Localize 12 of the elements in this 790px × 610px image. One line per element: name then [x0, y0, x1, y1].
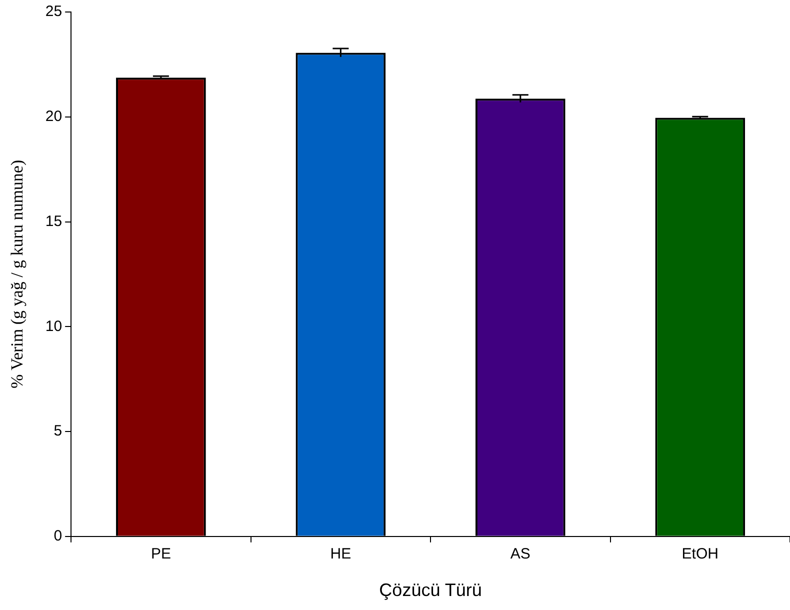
y-tick-label: 15 — [45, 212, 62, 230]
y-tick-label: 5 — [54, 422, 62, 440]
y-tick-label: 25 — [45, 3, 62, 20]
y-tick-label: 10 — [45, 318, 62, 335]
x-tick-label: EtOH — [682, 546, 718, 563]
y-tick-label: 0 — [54, 528, 62, 545]
y-tick-label: 20 — [45, 108, 62, 126]
x-tick-label: AS — [510, 546, 530, 563]
y-axis-title: % Verim (g yağ / g kuru numune) — [8, 160, 27, 389]
x-tick-label: PE — [150, 546, 171, 563]
x-axis-title: Çözücü Türü — [379, 580, 482, 600]
x-tick-label: HE — [330, 546, 352, 563]
